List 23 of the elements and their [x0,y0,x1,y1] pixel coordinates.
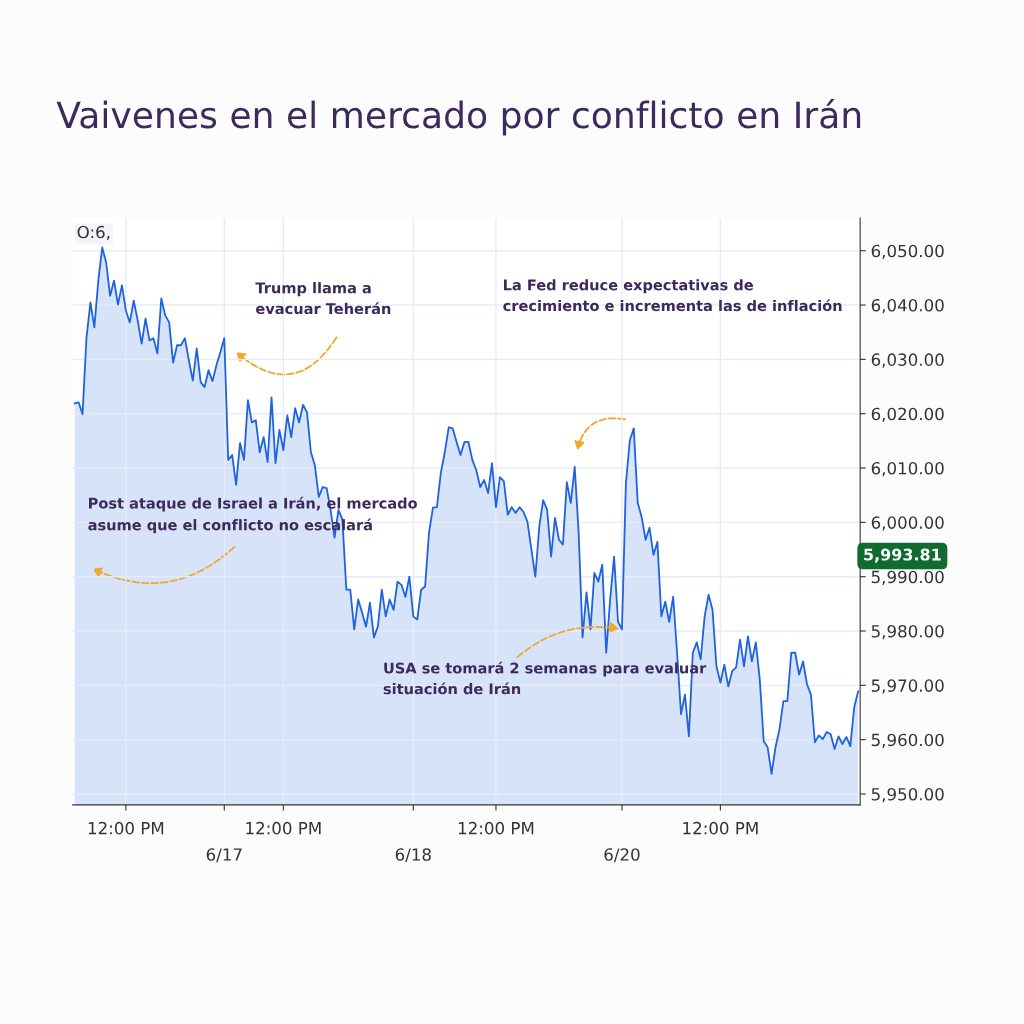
x-tick-label: 12:00 PM [246,821,321,835]
y-tick-label: 6,040.00 [871,299,944,314]
annotation: La Fed reduce expectativas de crecimiento e incrementa las de inflación [503,279,842,312]
x-tick-label: 12:00 PM [88,821,164,835]
x-tick-label: 6/20 [604,848,640,863]
y-tick-label: 6,010.00 [871,461,944,477]
y-tick-label: 6,050.00 [871,244,944,259]
x-tick-label: 6/17 [206,848,242,863]
y-tick-label: 5,950.00 [871,787,944,803]
x-tick-label: 12:00 PM [683,821,758,835]
chart-title: Vaivenes en el mercado por conflicto en Irán [56,99,861,136]
y-tick-label: 6,030.00 [871,353,944,368]
x-tick-label: 6/18 [395,848,431,863]
text: 5,993.81 [864,548,941,563]
annotation: O:6, [77,225,110,241]
y-tick-label: 6,000.00 [871,516,944,531]
y-tick-label: 5,980.00 [871,624,944,640]
x-tick-label: 12:00 PM [458,821,534,835]
y-tick-label: 5,960.00 [871,733,944,748]
y-tick-label: 5,990.00 [871,570,944,585]
y-tick-label: 5,970.00 [871,679,944,694]
y-tick-label: 6,020.00 [871,407,944,422]
annotation: Trump llama a evacuar Teherán [255,282,391,315]
